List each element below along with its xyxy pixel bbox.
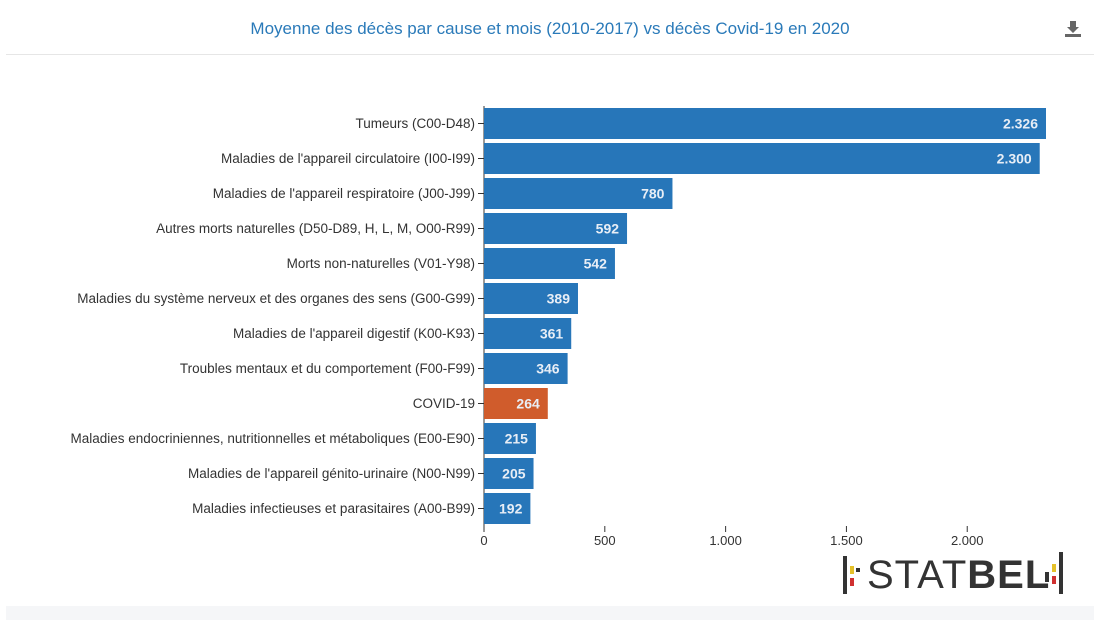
bar	[484, 108, 1046, 139]
bar	[484, 353, 568, 384]
download-icon[interactable]	[1063, 19, 1083, 39]
bar-chart: Tumeurs (C00-D48) 2.326 Maladies de l'appa…	[71, 106, 1046, 548]
data-label: 592	[596, 221, 620, 237]
x-tick-label: 0	[480, 533, 487, 548]
category-label: Maladies de l'appareil digestif (K00-K93…	[233, 326, 475, 341]
category-label: Maladies de l'appareil circulatoire (I00…	[221, 151, 475, 166]
bar	[484, 318, 572, 349]
data-label: 346	[536, 361, 560, 377]
category-label: Maladies de l'appareil génito-urinaire (…	[188, 466, 475, 481]
x-tick-label: 1.000	[709, 533, 742, 548]
category-label: Morts non-naturelles (V01-Y98)	[287, 256, 475, 271]
category-label: Maladies endocriniennes, nutritionnelles…	[71, 431, 476, 446]
footer-bar	[6, 606, 1094, 620]
chart-title: Moyenne des décès par cause et mois (201…	[250, 19, 850, 38]
data-label: 192	[499, 501, 523, 517]
category-label: COVID-19	[413, 396, 475, 411]
x-tick-label: 2.000	[951, 533, 984, 548]
bar	[484, 178, 673, 209]
bar	[484, 213, 628, 244]
data-label: 264	[516, 396, 540, 412]
bar	[484, 143, 1040, 174]
data-label: 780	[641, 186, 665, 202]
data-label: 205	[502, 466, 526, 482]
bar	[484, 458, 534, 489]
chart-header: Moyenne des décès par cause et mois (201…	[6, 0, 1094, 55]
category-label: Tumeurs (C00-D48)	[355, 116, 475, 131]
category-label: Maladies de l'appareil respiratoire (J00…	[213, 186, 475, 201]
statbel-logo: STATBEL	[843, 548, 1083, 598]
x-tick-label: 500	[594, 533, 616, 548]
category-label: Maladies infectieuses et parasitaires (A…	[192, 501, 475, 516]
bar	[484, 248, 615, 279]
x-tick-label: 1.500	[830, 533, 863, 548]
data-label: 2.300	[997, 151, 1032, 167]
bar	[484, 388, 548, 419]
bar	[484, 493, 531, 524]
data-label: 389	[547, 291, 571, 307]
category-label: Troubles mentaux et du comportement (F00…	[180, 361, 475, 376]
category-label: Maladies du système nerveux et des organ…	[77, 291, 475, 306]
data-label: 361	[540, 326, 564, 342]
data-label: 215	[505, 431, 529, 447]
bar	[484, 283, 578, 314]
data-label: 2.326	[1003, 116, 1038, 132]
logo-text: STATBEL	[867, 553, 1051, 597]
category-label: Autres morts naturelles (D50-D89, H, L, …	[156, 221, 475, 236]
bar	[484, 423, 536, 454]
data-label: 542	[584, 256, 608, 272]
